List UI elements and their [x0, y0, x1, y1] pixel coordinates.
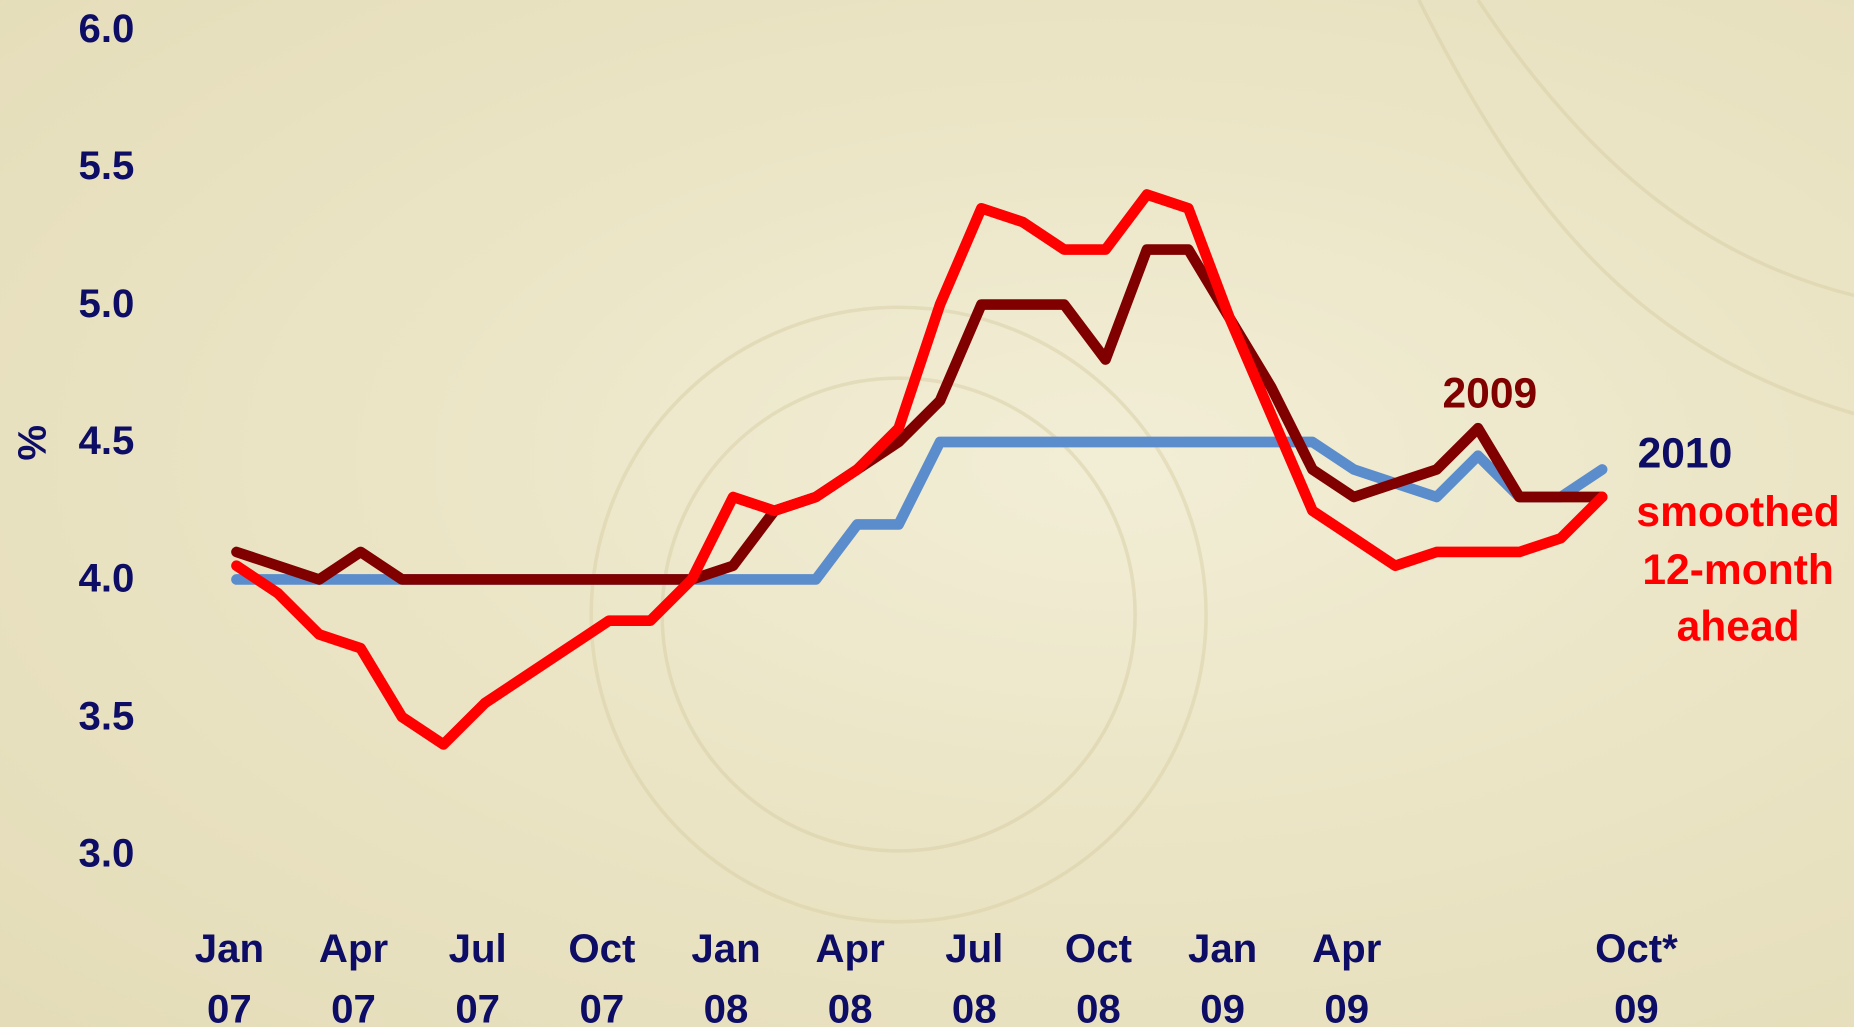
- y-tick-label: 5.5: [59, 138, 154, 196]
- series-line: [236, 195, 1602, 745]
- y-tick-label: 3.5: [59, 688, 154, 746]
- series-line: [236, 442, 1602, 579]
- x-tick-label: Oct 07: [531, 919, 673, 1027]
- x-tick-label: Jul 07: [407, 919, 549, 1027]
- y-axis-label: %: [4, 419, 62, 466]
- x-tick-label: Jan 07: [158, 919, 300, 1027]
- series-label: smoothed 12-month ahead: [1636, 483, 1839, 655]
- series-line: [236, 250, 1602, 580]
- y-tick-label: 3.0: [59, 825, 154, 883]
- y-tick-label: 4.5: [59, 413, 154, 471]
- x-tick-label: Jan 09: [1152, 919, 1294, 1027]
- x-tick-label: Apr 08: [779, 919, 921, 1027]
- x-tick-label: Jan 08: [655, 919, 797, 1027]
- x-tick-label: Jul 08: [903, 919, 1045, 1027]
- y-tick-label: 6.0: [59, 0, 154, 58]
- x-tick-label: Apr 09: [1276, 919, 1418, 1027]
- x-tick-label: Oct 08: [1028, 919, 1170, 1027]
- series-label: 2010: [1638, 425, 1733, 482]
- y-tick-label: 4.0: [59, 550, 154, 608]
- series-label: 2009: [1442, 365, 1537, 422]
- chart: % 3.03.54.04.55.05.56.0Jan 07Apr 07Jul 0…: [0, 0, 1854, 1027]
- x-tick-label: Oct* 09: [1565, 919, 1707, 1027]
- plot: [0, 0, 1854, 1027]
- y-tick-label: 5.0: [59, 275, 154, 333]
- x-tick-label: Apr 07: [283, 919, 425, 1027]
